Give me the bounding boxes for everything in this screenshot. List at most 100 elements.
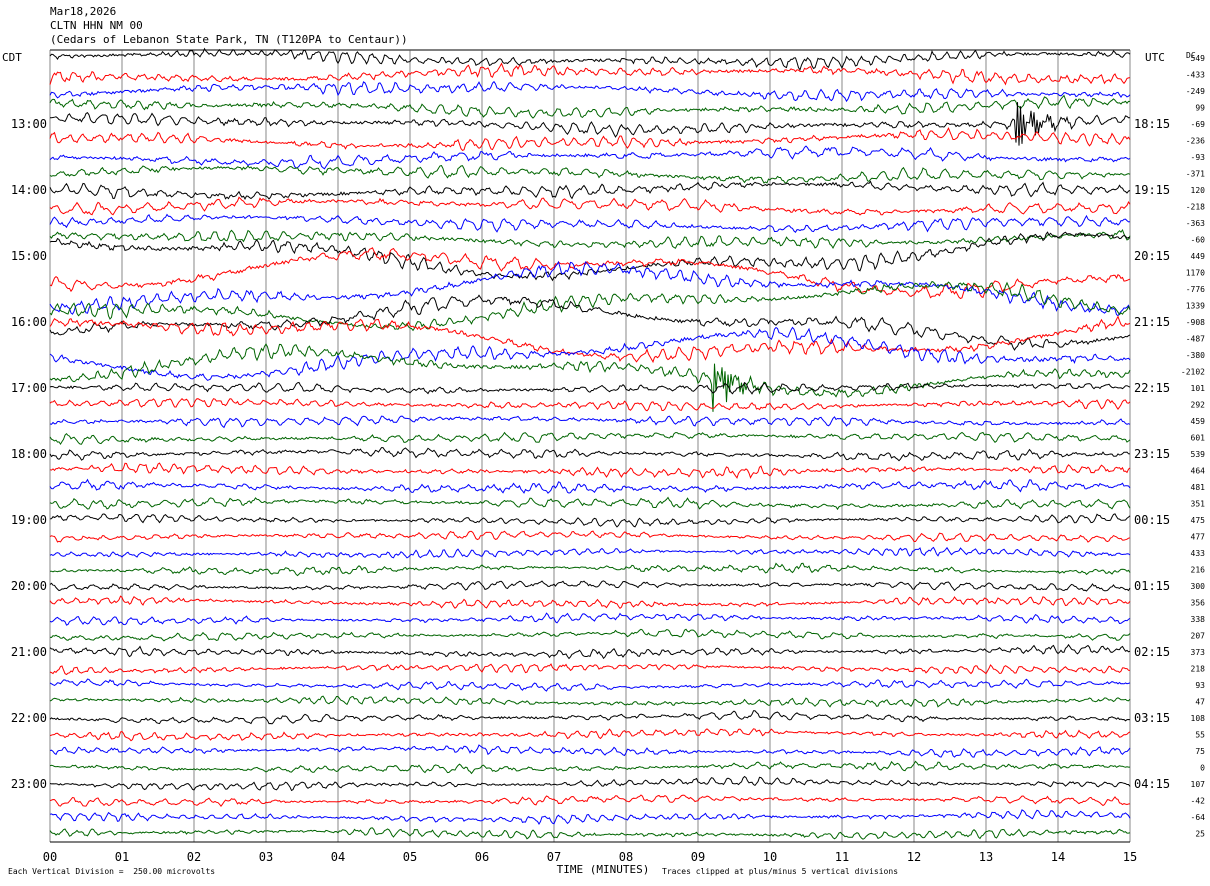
right-time-label-23:15: 23:15 [1134, 447, 1170, 461]
dc-offset-46: -64 [1191, 813, 1206, 822]
trace-14 [49, 260, 1131, 317]
scale-note: Each Vertical Division = 250.00 microvol… [8, 867, 216, 876]
x-tick-label-11: 11 [835, 850, 849, 864]
left-time-label-15:00: 15:00 [11, 249, 47, 263]
dc-offset-21: 292 [1191, 401, 1206, 410]
right-time-label-02:15: 02:15 [1134, 645, 1170, 659]
left-time-label-19:00: 19:00 [11, 513, 47, 527]
trace-45 [49, 794, 1131, 808]
trace-19 [49, 343, 1131, 412]
trace-20 [49, 381, 1131, 395]
dc-offset-22: 459 [1191, 417, 1206, 426]
trace-34 [49, 612, 1131, 626]
x-tick-label-14: 14 [1051, 850, 1065, 864]
left-time-label-23:00: 23:00 [11, 777, 47, 791]
right-time-label-00:15: 00:15 [1134, 513, 1170, 527]
dc-label: DC [1186, 51, 1196, 60]
trace-35 [49, 628, 1131, 642]
dc-offset-7: -371 [1186, 170, 1205, 179]
header-date: Mar18,2026 [50, 5, 117, 18]
dc-offset-39: 47 [1195, 698, 1205, 707]
trace-9 [49, 196, 1131, 216]
left-time-label-20:00: 20:00 [11, 579, 47, 593]
trace-13 [49, 247, 1131, 300]
left-time-label-17:00: 17:00 [11, 381, 47, 395]
trace-31 [49, 562, 1131, 577]
trace-5 [49, 127, 1131, 151]
trace-43 [49, 760, 1130, 775]
dc-offset-32: 300 [1191, 582, 1206, 591]
dc-offset-25: 464 [1191, 467, 1206, 476]
dc-offset-2: -249 [1186, 87, 1205, 96]
trace-15 [49, 280, 1131, 332]
dc-offset-44: 107 [1191, 780, 1206, 789]
x-tick-label-08: 08 [619, 850, 633, 864]
dc-offset-40: 108 [1191, 714, 1206, 723]
x-tick-label-05: 05 [403, 850, 417, 864]
dc-offset-47: 25 [1195, 830, 1205, 839]
dc-offset-14: -776 [1186, 285, 1205, 294]
trace-40 [49, 710, 1131, 725]
dc-offset-4: -69 [1191, 120, 1206, 129]
trace-30 [49, 546, 1131, 559]
trace-21 [49, 397, 1131, 412]
trace-29 [49, 530, 1131, 543]
dc-offset-20: 101 [1191, 384, 1206, 393]
trace-26 [49, 478, 1131, 494]
dc-offset-31: 216 [1191, 566, 1206, 575]
dc-offset-23: 601 [1191, 434, 1206, 443]
dc-offset-26: 481 [1191, 483, 1206, 492]
right-time-label-03:15: 03:15 [1134, 711, 1170, 725]
dc-offset-6: -93 [1191, 153, 1206, 162]
trace-27 [49, 496, 1131, 511]
trace-17 [49, 315, 1131, 364]
trace-39 [49, 695, 1131, 708]
dc-offset-9: -218 [1186, 203, 1205, 212]
trace-3 [49, 94, 1130, 119]
trace-10 [49, 213, 1131, 233]
dc-offset-30: 433 [1191, 549, 1206, 558]
dc-offset-18: -380 [1186, 351, 1205, 360]
right-time-label-01:15: 01:15 [1134, 579, 1170, 593]
seismic-traces [49, 47, 1131, 840]
dc-offset-35: 207 [1191, 632, 1206, 641]
dc-offset-29: 477 [1191, 533, 1206, 542]
dc-offset-0: 549 [1191, 54, 1206, 63]
trace-22 [49, 415, 1131, 429]
x-tick-label-12: 12 [907, 850, 921, 864]
trace-18 [49, 326, 1131, 381]
trace-44 [49, 775, 1131, 792]
left-time-label-14:00: 14:00 [11, 183, 47, 197]
trace-28 [49, 513, 1131, 528]
dc-offset-10: -363 [1186, 219, 1205, 228]
trace-6 [49, 145, 1131, 170]
dc-offset-28: 475 [1191, 516, 1206, 525]
dc-offset-16: -908 [1186, 318, 1205, 327]
trace-7 [49, 165, 1131, 184]
trace-38 [49, 678, 1131, 692]
dc-offset-11: -60 [1191, 236, 1206, 245]
right-axis-title: UTC [1145, 51, 1165, 64]
trace-47 [49, 827, 1131, 840]
dc-offset-5: -236 [1186, 137, 1205, 146]
trace-24 [49, 447, 1131, 462]
left-axis-title: CDT [2, 51, 22, 64]
dc-offset-43: 0 [1200, 764, 1205, 773]
x-tick-label-02: 02 [187, 850, 201, 864]
header-station: CLTN HHN NM 00 [50, 19, 143, 32]
trace-33 [49, 595, 1131, 610]
dc-offset-37: 218 [1191, 665, 1206, 674]
x-tick-label-06: 06 [475, 850, 489, 864]
left-time-label-13:00: 13:00 [11, 117, 47, 131]
right-time-label-20:15: 20:15 [1134, 249, 1170, 263]
dc-offset-19: -2102 [1181, 368, 1205, 377]
header-location: (Cedars of Lebanon State Park, TN (T120P… [50, 33, 408, 46]
dc-offset-12: 449 [1191, 252, 1206, 261]
vertical-grid [49, 49, 1131, 843]
clip-note: Traces clipped at plus/minus 5 vertical … [662, 867, 899, 876]
trace-8 [49, 180, 1131, 200]
trace-2 [49, 80, 1131, 103]
left-time-label-18:00: 18:00 [11, 447, 47, 461]
dc-offset-1: -433 [1186, 71, 1205, 80]
x-tick-label-04: 04 [331, 850, 345, 864]
